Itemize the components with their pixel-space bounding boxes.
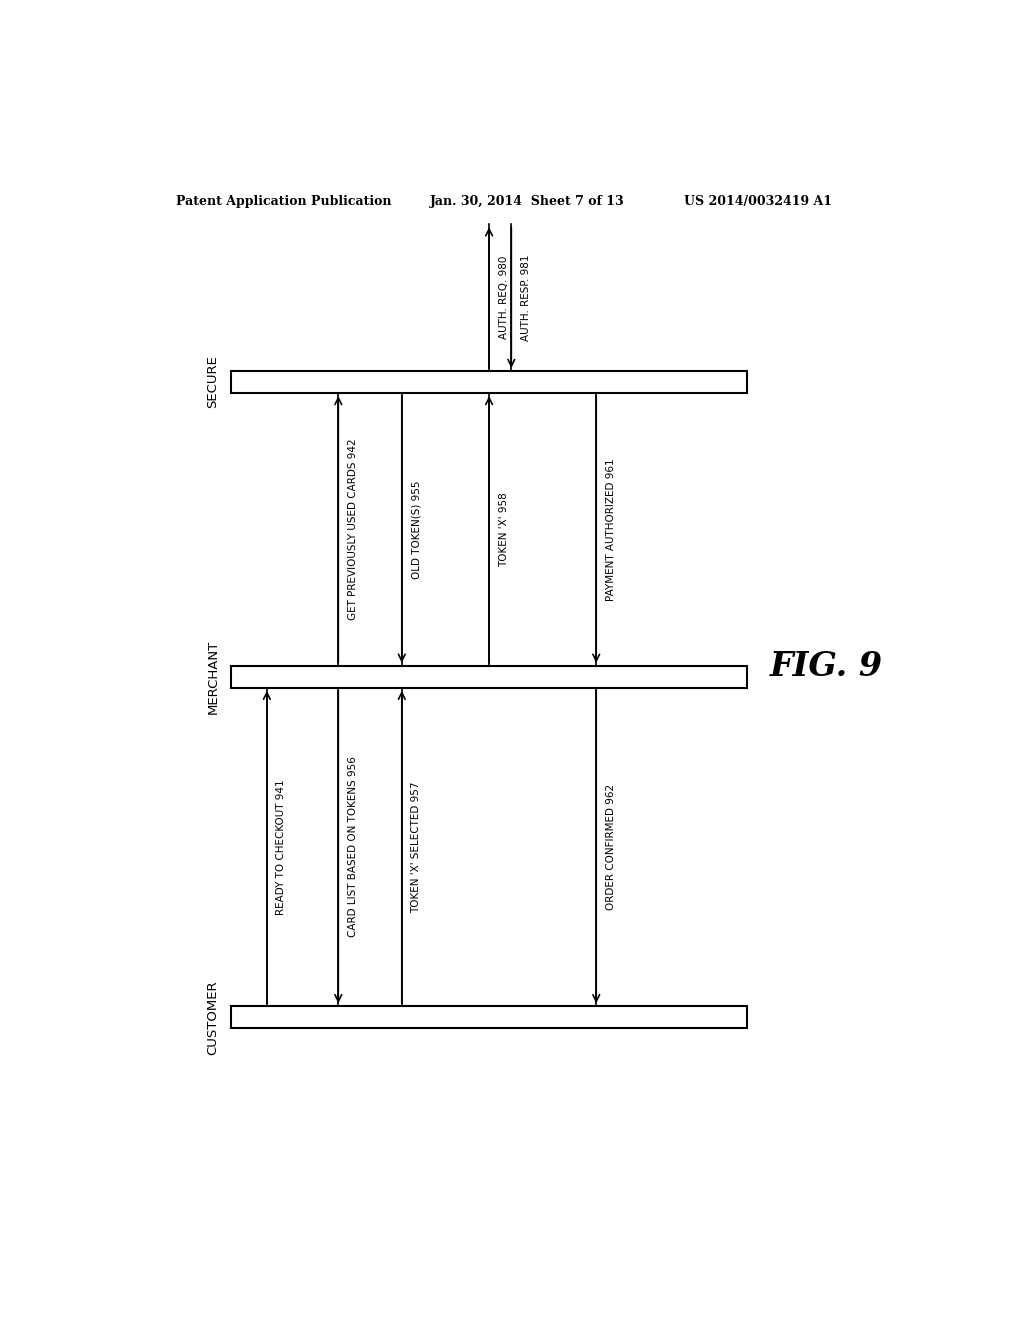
- Text: READY TO CHECKOUT 941: READY TO CHECKOUT 941: [276, 779, 287, 915]
- Text: AUTH. RESP. 981: AUTH. RESP. 981: [521, 255, 530, 341]
- Text: CUSTOMER: CUSTOMER: [206, 979, 219, 1055]
- Text: MERCHANT: MERCHANT: [206, 640, 219, 714]
- Bar: [231, 371, 748, 393]
- Text: CARD LIST BASED ON TOKENS 956: CARD LIST BASED ON TOKENS 956: [348, 756, 357, 937]
- Text: OLD TOKEN(S) 955: OLD TOKEN(S) 955: [412, 480, 421, 578]
- Text: SECURE: SECURE: [206, 355, 219, 408]
- Text: Patent Application Publication: Patent Application Publication: [176, 194, 391, 207]
- Text: TOKEN 'X' 958: TOKEN 'X' 958: [499, 492, 509, 566]
- Text: GET PREVIOUSLY USED CARDS 942: GET PREVIOUSLY USED CARDS 942: [348, 438, 357, 620]
- Bar: [231, 1006, 748, 1028]
- Text: US 2014/0032419 A1: US 2014/0032419 A1: [684, 194, 831, 207]
- Text: AUTH. REQ. 980: AUTH. REQ. 980: [499, 256, 509, 339]
- Text: PAYMENT AUTHORIZED 961: PAYMENT AUTHORIZED 961: [606, 458, 615, 601]
- Text: Jan. 30, 2014  Sheet 7 of 13: Jan. 30, 2014 Sheet 7 of 13: [430, 194, 625, 207]
- Bar: [231, 665, 748, 688]
- Text: TOKEN 'X' SELECTED 957: TOKEN 'X' SELECTED 957: [412, 781, 421, 912]
- Text: ORDER CONFIRMED 962: ORDER CONFIRMED 962: [606, 784, 615, 909]
- Text: FIG. 9: FIG. 9: [770, 651, 883, 684]
